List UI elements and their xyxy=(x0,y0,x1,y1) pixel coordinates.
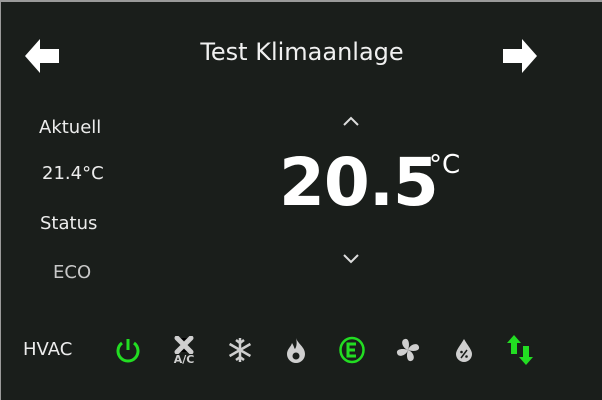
fan-icon xyxy=(174,335,194,354)
current-temp-value: 21.4°C xyxy=(42,163,104,184)
setpoint-down-button[interactable] xyxy=(341,252,361,266)
power-icon xyxy=(116,339,140,363)
mode-power-button[interactable] xyxy=(112,334,144,366)
page-title: Test Klimaanlage xyxy=(200,38,404,66)
ac-label: A/C xyxy=(173,352,195,366)
mode-heat-button[interactable] xyxy=(280,334,312,366)
mode-fan-button[interactable] xyxy=(392,334,424,366)
current-temp-label: Aktuell xyxy=(39,117,102,138)
next-button[interactable] xyxy=(501,38,539,74)
up-down-arrows-icon xyxy=(507,335,533,365)
mode-ac-button[interactable]: A/C xyxy=(168,334,200,366)
fan-icon xyxy=(396,338,420,362)
setpoint-up-button[interactable] xyxy=(341,114,361,128)
mode-eco-button[interactable] xyxy=(336,334,368,366)
eco-icon xyxy=(339,336,365,364)
arrow-left-icon xyxy=(25,39,59,73)
setpoint-unit: °C xyxy=(429,150,461,180)
flame-icon xyxy=(287,338,305,363)
status-label: Status xyxy=(40,213,98,234)
hvac-label: HVAC xyxy=(23,339,73,360)
mode-auto-button[interactable] xyxy=(504,334,536,366)
arrow-right-icon xyxy=(503,39,537,73)
chevron-up-icon xyxy=(343,116,359,126)
humidity-drop-icon xyxy=(456,339,472,362)
snowflake-icon xyxy=(228,338,252,362)
chevron-down-icon xyxy=(343,254,359,264)
mode-dry-button[interactable] xyxy=(448,334,480,366)
prev-button[interactable] xyxy=(23,38,61,74)
mode-cool-button[interactable] xyxy=(224,334,256,366)
setpoint-value: 20.5 xyxy=(279,144,439,221)
status-value: ECO xyxy=(53,262,92,283)
